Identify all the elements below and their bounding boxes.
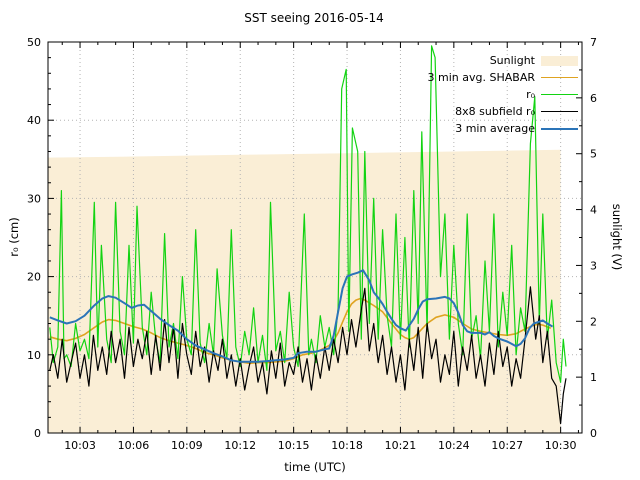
y-axis-label-right: sunlight (V)	[610, 203, 624, 271]
svg-text:10:30: 10:30	[545, 439, 577, 452]
y-axis-label-left: r₀ (cm)	[7, 217, 21, 257]
legend-line-r0	[541, 94, 578, 95]
svg-text:50: 50	[27, 36, 41, 49]
legend-label: 3 min avg. SHABAR	[427, 71, 535, 84]
svg-text:0: 0	[34, 427, 41, 440]
svg-text:7: 7	[590, 36, 597, 49]
legend-label: Sunlight	[489, 54, 535, 67]
x-axis-label: time (UTC)	[284, 460, 346, 474]
legend-label: r₀	[526, 88, 535, 101]
legend-item-sunlight: Sunlight	[428, 52, 578, 69]
svg-text:10:06: 10:06	[118, 439, 150, 452]
svg-text:30: 30	[27, 192, 41, 205]
svg-text:1: 1	[590, 371, 597, 384]
legend-line-3min-average	[541, 127, 578, 130]
legend-line-subfield-r0	[541, 111, 578, 112]
svg-text:2: 2	[590, 315, 597, 328]
legend-item-subfield-r0: 8x8 subfield r₀	[428, 103, 578, 120]
svg-text:6: 6	[590, 92, 597, 105]
svg-text:4: 4	[590, 204, 597, 217]
legend-item-shabar-avg: 3 min avg. SHABAR	[428, 69, 578, 86]
legend: Sunlight 3 min avg. SHABAR r₀ 8x8 subfie…	[428, 52, 578, 137]
legend-label: 8x8 subfield r₀	[455, 105, 535, 118]
legend-line-shabar-avg	[541, 77, 578, 78]
svg-text:10: 10	[27, 349, 41, 362]
svg-text:10:03: 10:03	[64, 439, 96, 452]
svg-text:10:24: 10:24	[438, 439, 470, 452]
legend-label: 3 min average	[455, 122, 535, 135]
svg-text:10:18: 10:18	[331, 439, 363, 452]
svg-text:20: 20	[27, 271, 41, 284]
svg-text:10:12: 10:12	[224, 439, 256, 452]
svg-text:10:15: 10:15	[278, 439, 310, 452]
chart-title: SST seeing 2016-05-14	[244, 11, 384, 25]
svg-text:40: 40	[27, 114, 41, 127]
svg-text:3: 3	[590, 259, 597, 272]
svg-text:10:09: 10:09	[171, 439, 203, 452]
svg-text:10:27: 10:27	[491, 439, 523, 452]
svg-text:10:21: 10:21	[385, 439, 417, 452]
legend-item-3min-average: 3 min average	[428, 120, 578, 137]
legend-swatch-sunlight	[541, 55, 578, 66]
legend-item-r0: r₀	[428, 86, 578, 103]
svg-text:0: 0	[590, 427, 597, 440]
svg-text:5: 5	[590, 148, 597, 161]
